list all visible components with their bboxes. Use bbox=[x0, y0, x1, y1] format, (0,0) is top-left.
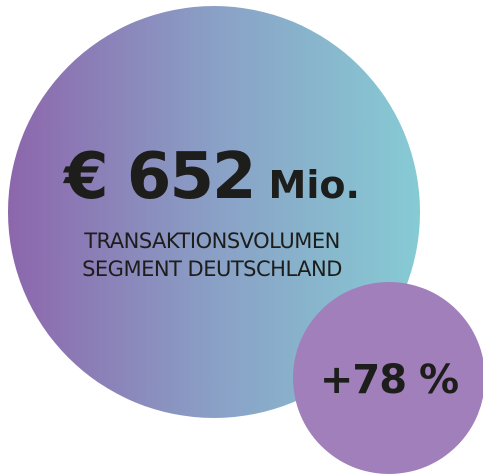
label-line: SEGMENT DEUTSCHLAND bbox=[82, 257, 342, 281]
badge-circle bbox=[293, 282, 483, 474]
label-line: TRANSAKTIONSVOLUMEN bbox=[83, 229, 340, 253]
badge-text: +78 % bbox=[320, 357, 458, 403]
headline-value: € 652 bbox=[62, 140, 254, 214]
headline-unit: Mio. bbox=[269, 163, 360, 207]
headline: € 652 Mio. bbox=[62, 140, 360, 214]
